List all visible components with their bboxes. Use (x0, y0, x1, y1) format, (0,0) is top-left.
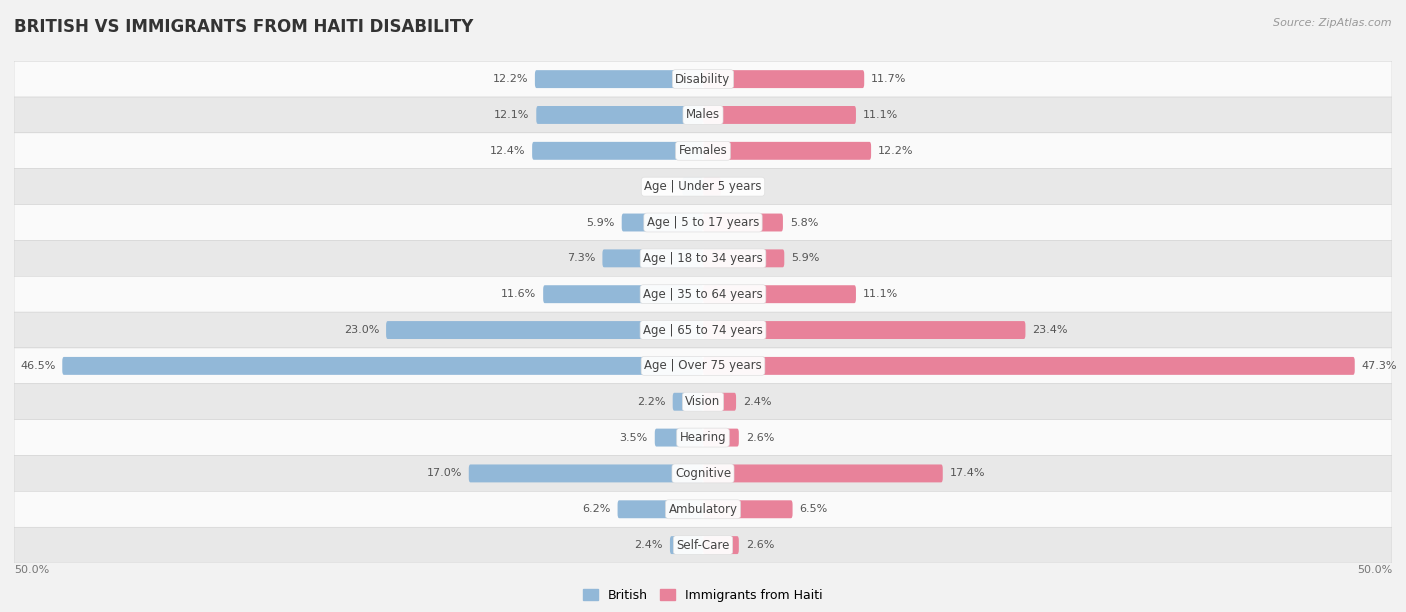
Text: 12.2%: 12.2% (877, 146, 914, 156)
Text: 11.1%: 11.1% (863, 110, 898, 120)
Text: 23.0%: 23.0% (344, 325, 380, 335)
FancyBboxPatch shape (617, 501, 703, 518)
Text: 46.5%: 46.5% (20, 361, 55, 371)
FancyBboxPatch shape (14, 241, 1392, 276)
Text: 50.0%: 50.0% (14, 565, 49, 575)
FancyBboxPatch shape (14, 384, 1392, 420)
FancyBboxPatch shape (703, 214, 783, 231)
Text: Hearing: Hearing (679, 431, 727, 444)
FancyBboxPatch shape (703, 177, 721, 196)
FancyBboxPatch shape (703, 70, 865, 88)
FancyBboxPatch shape (468, 465, 703, 482)
Text: 12.2%: 12.2% (492, 74, 529, 84)
Text: Age | Under 5 years: Age | Under 5 years (644, 180, 762, 193)
FancyBboxPatch shape (14, 169, 1392, 204)
Text: 23.4%: 23.4% (1032, 325, 1067, 335)
Text: 17.4%: 17.4% (949, 468, 986, 479)
Text: 11.7%: 11.7% (872, 74, 907, 84)
Text: Disability: Disability (675, 73, 731, 86)
FancyBboxPatch shape (703, 142, 872, 160)
Text: 2.6%: 2.6% (745, 540, 775, 550)
Text: Males: Males (686, 108, 720, 121)
Text: Age | 5 to 17 years: Age | 5 to 17 years (647, 216, 759, 229)
FancyBboxPatch shape (543, 285, 703, 303)
Text: Vision: Vision (685, 395, 721, 408)
FancyBboxPatch shape (14, 348, 1392, 384)
FancyBboxPatch shape (14, 527, 1392, 563)
Text: 11.1%: 11.1% (863, 289, 898, 299)
Text: BRITISH VS IMMIGRANTS FROM HAITI DISABILITY: BRITISH VS IMMIGRANTS FROM HAITI DISABIL… (14, 18, 474, 36)
Text: 6.2%: 6.2% (582, 504, 610, 514)
Text: 2.2%: 2.2% (637, 397, 666, 407)
Text: 1.3%: 1.3% (728, 182, 756, 192)
Text: Age | 65 to 74 years: Age | 65 to 74 years (643, 324, 763, 337)
FancyBboxPatch shape (387, 321, 703, 339)
FancyBboxPatch shape (703, 250, 785, 267)
Text: Age | 35 to 64 years: Age | 35 to 64 years (643, 288, 763, 300)
FancyBboxPatch shape (534, 70, 703, 88)
FancyBboxPatch shape (14, 312, 1392, 348)
FancyBboxPatch shape (703, 393, 737, 411)
FancyBboxPatch shape (14, 455, 1392, 491)
FancyBboxPatch shape (536, 106, 703, 124)
Text: 1.5%: 1.5% (647, 182, 675, 192)
FancyBboxPatch shape (602, 250, 703, 267)
FancyBboxPatch shape (703, 321, 1025, 339)
FancyBboxPatch shape (682, 177, 703, 196)
FancyBboxPatch shape (703, 106, 856, 124)
Text: 5.9%: 5.9% (586, 217, 614, 228)
Text: 2.4%: 2.4% (634, 540, 664, 550)
FancyBboxPatch shape (14, 133, 1392, 169)
FancyBboxPatch shape (14, 491, 1392, 527)
FancyBboxPatch shape (14, 420, 1392, 455)
FancyBboxPatch shape (14, 204, 1392, 241)
FancyBboxPatch shape (703, 357, 1355, 375)
Text: 5.8%: 5.8% (790, 217, 818, 228)
Text: Ambulatory: Ambulatory (668, 503, 738, 516)
FancyBboxPatch shape (531, 142, 703, 160)
Text: 12.1%: 12.1% (494, 110, 530, 120)
FancyBboxPatch shape (703, 428, 738, 447)
Text: 47.3%: 47.3% (1361, 361, 1398, 371)
Text: Self-Care: Self-Care (676, 539, 730, 551)
Text: 2.6%: 2.6% (745, 433, 775, 442)
Text: 11.6%: 11.6% (501, 289, 536, 299)
FancyBboxPatch shape (621, 214, 703, 231)
FancyBboxPatch shape (655, 428, 703, 447)
FancyBboxPatch shape (669, 536, 703, 554)
Text: Cognitive: Cognitive (675, 467, 731, 480)
Text: 3.5%: 3.5% (620, 433, 648, 442)
Text: 12.4%: 12.4% (489, 146, 526, 156)
FancyBboxPatch shape (703, 465, 943, 482)
Text: 6.5%: 6.5% (800, 504, 828, 514)
FancyBboxPatch shape (672, 393, 703, 411)
Text: 5.9%: 5.9% (792, 253, 820, 263)
FancyBboxPatch shape (14, 97, 1392, 133)
Text: Source: ZipAtlas.com: Source: ZipAtlas.com (1274, 18, 1392, 28)
Text: 17.0%: 17.0% (426, 468, 461, 479)
FancyBboxPatch shape (14, 61, 1392, 97)
FancyBboxPatch shape (62, 357, 703, 375)
FancyBboxPatch shape (703, 285, 856, 303)
Text: Females: Females (679, 144, 727, 157)
FancyBboxPatch shape (703, 501, 793, 518)
Text: Age | Over 75 years: Age | Over 75 years (644, 359, 762, 372)
FancyBboxPatch shape (14, 276, 1392, 312)
Text: 7.3%: 7.3% (567, 253, 596, 263)
FancyBboxPatch shape (703, 536, 738, 554)
Text: 2.4%: 2.4% (742, 397, 772, 407)
Text: Age | 18 to 34 years: Age | 18 to 34 years (643, 252, 763, 265)
Legend: British, Immigrants from Haiti: British, Immigrants from Haiti (578, 584, 828, 607)
Text: 50.0%: 50.0% (1357, 565, 1392, 575)
